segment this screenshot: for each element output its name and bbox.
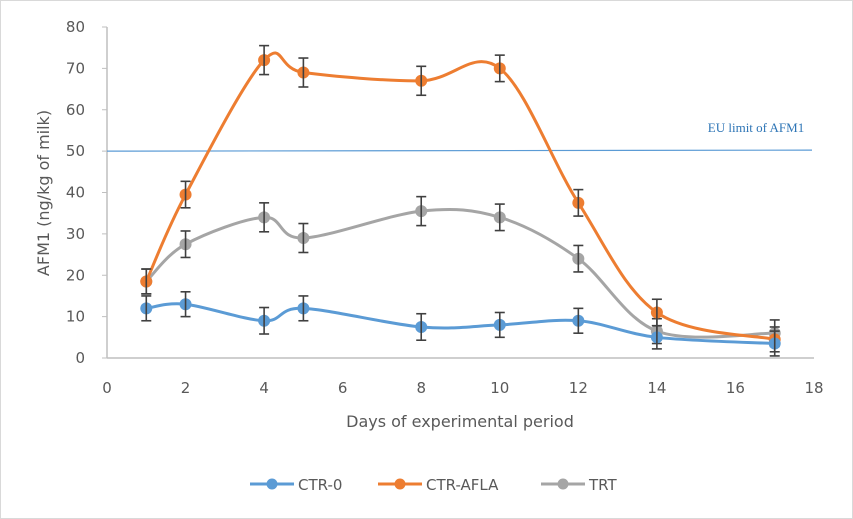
legend-label: TRT xyxy=(588,476,617,494)
x-tick-label: 0 xyxy=(102,379,112,397)
legend-item-ctr-afla: CTR-AFLA xyxy=(378,476,499,494)
legend: CTR-0 CTR-AFLA TRT xyxy=(250,476,617,494)
y-tick-label: 30 xyxy=(66,225,85,243)
x-tick-label: 8 xyxy=(416,379,426,397)
y-tick-label: 0 xyxy=(75,349,85,367)
reference-lines: EU limit of AFM1 xyxy=(106,120,813,152)
series-ctr-0 xyxy=(140,290,781,357)
x-tick-label: 4 xyxy=(259,379,269,397)
x-tick-label: 14 xyxy=(647,379,666,397)
legend-item-trt: TRT xyxy=(541,476,617,494)
legend-label: CTR-0 xyxy=(298,476,342,494)
x-tick-label: 16 xyxy=(726,379,745,397)
y-tick-label: 20 xyxy=(66,266,85,284)
y-tick-label: 70 xyxy=(66,59,85,77)
axes: 0 10 20 30 40 50 60 70 80 0 2 4 6 8 10 12 14 16 18 xyxy=(66,18,824,397)
series-group xyxy=(140,44,781,357)
y-tick-label: 40 xyxy=(66,184,85,202)
y-tick-label: 60 xyxy=(66,101,85,119)
y-tick-label: 80 xyxy=(66,18,85,36)
x-tick-label: 18 xyxy=(804,379,823,397)
legend-marker xyxy=(557,478,569,490)
x-tick-label: 2 xyxy=(181,379,191,397)
legend-label: CTR-AFLA xyxy=(426,476,499,494)
legend-marker xyxy=(394,478,406,490)
x-tick-label: 10 xyxy=(490,379,509,397)
series-ctr-afla xyxy=(140,44,781,353)
legend-item-ctr-0: CTR-0 xyxy=(250,476,342,494)
y-axis-title: AFM1 (ng/kg of milk) xyxy=(34,110,53,276)
x-axis-title: Days of experimental period xyxy=(346,412,574,431)
y-tick-label: 50 xyxy=(66,142,85,160)
x-tick-label: 6 xyxy=(338,379,348,397)
series-line-ctr-afla xyxy=(144,51,776,341)
x-tick-label: 12 xyxy=(569,379,588,397)
eu-limit-label: EU limit of AFM1 xyxy=(708,120,804,135)
eu-limit-line xyxy=(106,149,813,152)
y-tick-label: 10 xyxy=(66,308,85,326)
legend-marker xyxy=(266,478,278,490)
